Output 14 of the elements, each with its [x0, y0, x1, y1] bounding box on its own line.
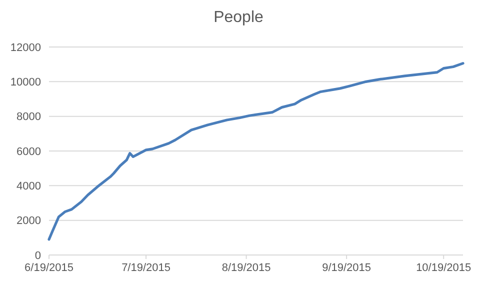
x-tick-label: 7/19/2015 — [122, 262, 170, 274]
x-tick-label: 9/19/2015 — [322, 262, 372, 274]
y-tick-label: 2000 — [16, 215, 41, 228]
y-tick-label: 8000 — [16, 111, 41, 124]
x-tick-label: 6/19/2015 — [24, 262, 74, 274]
x-tick-label: 8/19/2015 — [222, 262, 271, 274]
y-tick-label: 6000 — [16, 146, 41, 158]
y-tick-label: 0 — [34, 250, 41, 262]
chart-title: People — [214, 9, 264, 26]
y-tick-label: 4000 — [16, 180, 41, 193]
y-tick-label: 12000 — [10, 42, 41, 54]
y-tick-label: 10000 — [10, 76, 41, 89]
line-series — [48, 62, 464, 241]
x-tick-label: 10/19/2015 — [416, 262, 472, 274]
